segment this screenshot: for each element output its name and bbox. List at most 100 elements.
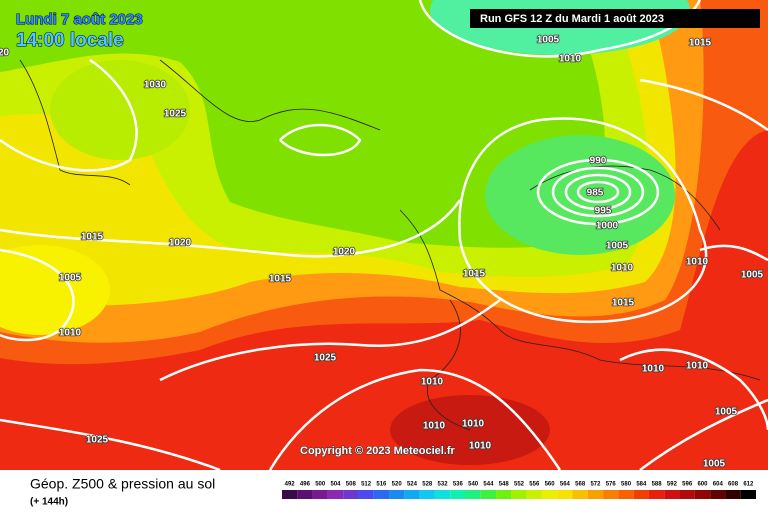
scale-label: 544 <box>483 482 494 488</box>
isobar <box>0 418 221 472</box>
scale-cell <box>496 490 512 499</box>
scale-cell <box>465 490 481 499</box>
isobar-label: 1015 <box>269 274 292 285</box>
isobar-label: 1000 <box>596 221 619 232</box>
scale-cell <box>541 490 558 499</box>
field-greenland <box>50 60 190 160</box>
isobar <box>619 348 768 431</box>
scale-label: 540 <box>468 482 479 488</box>
isobar-label: 1005 <box>703 459 726 470</box>
scale-cell <box>312 490 328 499</box>
isobar-label: 1025 <box>86 435 109 446</box>
scale-label: 564 <box>560 482 571 488</box>
isobar-labels: 1005 1015 1010 1020 1030 1025 990 985 995 1000 100… <box>0 34 764 471</box>
scale-label: 588 <box>652 482 663 488</box>
scale-label: 528 <box>422 482 433 488</box>
isobar <box>0 248 75 342</box>
scale-cell <box>618 490 634 499</box>
isobar <box>458 117 708 324</box>
isobar <box>639 78 768 132</box>
scale-label: 536 <box>453 482 464 488</box>
scale-label: 560 <box>545 482 556 488</box>
isobar-label: 1015 <box>612 298 635 309</box>
scale-label: 516 <box>376 482 387 488</box>
time: 14:00 locale <box>16 30 124 51</box>
isobar-label: 1010 <box>642 364 665 375</box>
scale-cell <box>511 490 527 499</box>
isobar-label: 1010 <box>59 328 82 339</box>
scale-label: 604 <box>713 482 724 488</box>
isobar-label: 1010 <box>469 441 492 452</box>
isobar <box>0 58 138 172</box>
isobar-label: 1005 <box>59 273 82 284</box>
scale-cell <box>679 490 695 499</box>
scale-cell <box>664 490 680 499</box>
isobar-label: 1015 <box>689 38 712 49</box>
scale-label: 492 <box>285 482 296 488</box>
scale-label: 552 <box>514 482 525 488</box>
isobar-label: 1010 <box>423 421 446 432</box>
scale-label: 580 <box>621 482 632 488</box>
scale-label: 548 <box>499 482 510 488</box>
date: Lundi 7 août 2023 <box>16 11 143 28</box>
isobar-label: 1020 <box>169 238 192 249</box>
scale-cell <box>297 490 313 499</box>
scale-label: 572 <box>590 482 601 488</box>
isobar <box>564 173 632 211</box>
isobar-label: 1010 <box>559 54 582 65</box>
isobar-label: 985 <box>587 188 604 199</box>
scale-cell <box>434 490 451 499</box>
scale-cell <box>603 490 619 499</box>
isobar <box>536 158 660 226</box>
isobar-label: 995 <box>595 206 612 217</box>
copyright: Copyright © 2023 Meteociel.fr <box>300 445 456 457</box>
scale-cell <box>327 490 344 499</box>
scale-label: 512 <box>361 482 372 488</box>
color-scale: 492 496 500 504 508 512 516 520 524 528 532 536 540 5… <box>282 482 756 499</box>
scale-label: 504 <box>331 482 342 488</box>
scale-cell <box>633 490 649 499</box>
isobar-label: 1015 <box>463 269 486 280</box>
coastline <box>159 59 381 131</box>
run-box <box>470 9 760 28</box>
scale-label: 592 <box>667 482 678 488</box>
scale-label: 600 <box>697 482 708 488</box>
footer-lead: (+ 144h) <box>30 497 68 508</box>
footer-title: Géop. Z500 & pression au sol <box>30 476 215 492</box>
isobar <box>551 166 645 218</box>
scale-cell <box>648 490 665 499</box>
scale-label: 596 <box>682 482 693 488</box>
scale-cell <box>740 490 756 499</box>
isobar <box>268 368 562 471</box>
isobar-label: 1025 <box>314 353 337 364</box>
scale-cell <box>557 490 573 499</box>
scale-cell <box>358 490 374 499</box>
scale-label: 520 <box>392 482 403 488</box>
scale-cell <box>282 490 298 499</box>
isobar-label: 1005 <box>606 241 629 252</box>
isobar-label: 1020 <box>0 48 10 59</box>
scale-cell <box>710 490 726 499</box>
scale-label: 532 <box>438 482 449 488</box>
isobar-label: 1010 <box>686 361 709 372</box>
isobar-label: 1010 <box>611 263 634 274</box>
scale-cell <box>404 490 420 499</box>
isobar <box>639 398 768 472</box>
field-band <box>0 0 606 248</box>
scale-label: 500 <box>315 482 326 488</box>
scale-label: 608 <box>728 482 739 488</box>
scale-cell <box>480 490 497 499</box>
coastline <box>529 165 721 231</box>
isobar-label: 1005 <box>715 407 738 418</box>
isobar-label: 1010 <box>462 419 485 430</box>
scale-label: 576 <box>606 482 617 488</box>
scale-label: 612 <box>743 482 754 488</box>
isobar-label: 1015 <box>81 232 104 243</box>
isobar <box>279 123 362 157</box>
isobar <box>159 298 501 382</box>
scale-cell <box>572 490 588 499</box>
scale-cell <box>725 490 741 499</box>
scale-cell <box>694 490 711 499</box>
coastline <box>399 209 761 381</box>
scale-label: 524 <box>407 482 418 488</box>
